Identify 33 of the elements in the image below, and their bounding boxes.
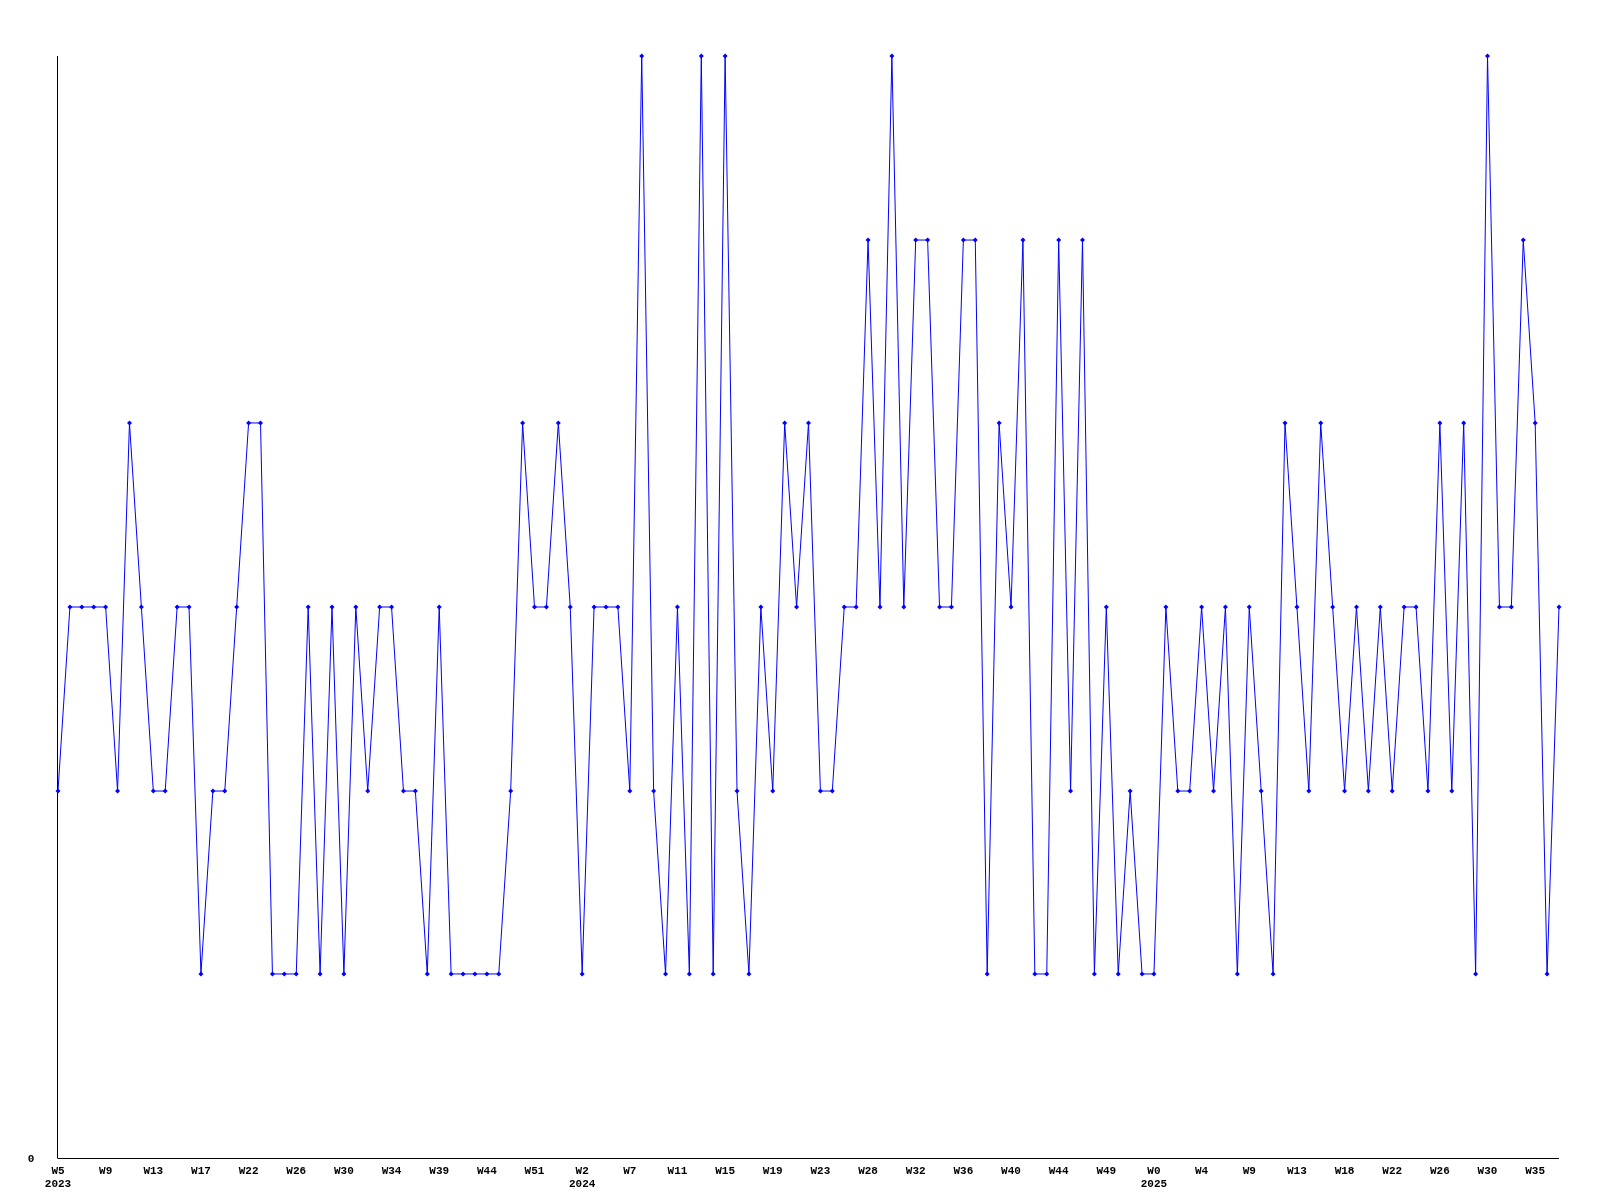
x-tick-label: W9 (99, 1165, 113, 1177)
x-tick-label: W28 (858, 1165, 879, 1177)
x-tick-label: W19 (762, 1165, 783, 1177)
x-tick-label: W4 (1195, 1165, 1209, 1177)
x-tick-label: W22 (1382, 1165, 1403, 1177)
x-tick-label: W51 (524, 1165, 545, 1177)
x-tick-label: W11 (667, 1165, 688, 1177)
x-tick-label: W22 (238, 1165, 259, 1177)
x-tick-label: W32 (905, 1165, 926, 1177)
x-tick-label: W30 (1477, 1165, 1498, 1177)
x-tick-label: W2 2024 (568, 1165, 596, 1190)
x-tick-label: W35 (1525, 1165, 1546, 1177)
x-tick-label: W17 (191, 1165, 211, 1177)
x-tick-label: W40 (1001, 1165, 1021, 1177)
x-tick-label: W34 (381, 1165, 402, 1177)
x-tick-label: W39 (429, 1165, 450, 1177)
x-tick-label: W44 (476, 1165, 498, 1177)
x-tick-label: W23 (810, 1165, 831, 1177)
x-tick-label: W26 (1429, 1165, 1450, 1177)
x-tick-label: W44 (1048, 1165, 1069, 1177)
x-tick-label: W5 2023 (44, 1165, 72, 1190)
text: 0 (27, 1153, 35, 1165)
x-tick-label: W7 (623, 1165, 637, 1177)
x-tick-label: W0 2025 (1140, 1165, 1168, 1190)
x-tick-label: W49 (1096, 1165, 1117, 1177)
x-tick-label: W15 (715, 1165, 736, 1177)
x-tick-label: W13 (1287, 1165, 1308, 1177)
x-tick-label: W26 (286, 1165, 307, 1177)
x-tick-label: W30 (334, 1165, 354, 1177)
x-tick-label: W18 (1334, 1165, 1355, 1177)
x-tick-label: W9 (1242, 1165, 1256, 1177)
x-tick-label: W36 (953, 1165, 974, 1177)
x-tick-label: W13 (143, 1165, 164, 1177)
